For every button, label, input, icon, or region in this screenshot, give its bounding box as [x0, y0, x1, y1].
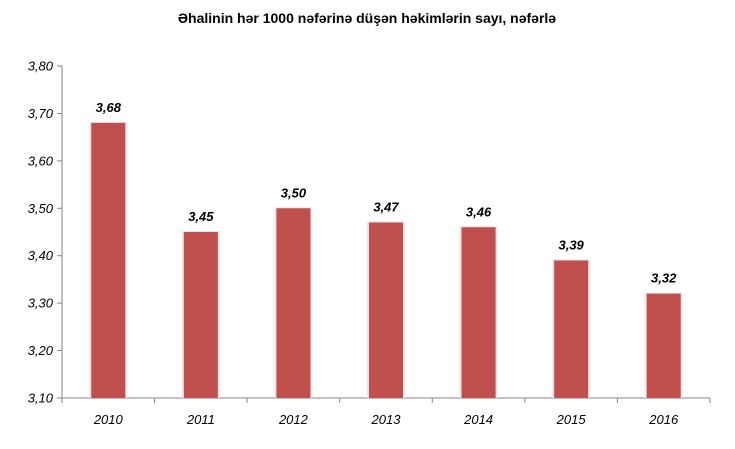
data-label: 3,32: [651, 271, 677, 286]
y-tick-label: 3,80: [28, 59, 54, 74]
data-label: 3,45: [188, 209, 214, 224]
data-label: 3,39: [558, 237, 584, 252]
y-tick-label: 3,40: [28, 248, 54, 263]
bar-2013: [369, 222, 403, 398]
chart-title: Əhalinin hər 1000 nəfərinə düşən həkimlə…: [178, 10, 556, 26]
bar-2012: [276, 208, 311, 398]
y-tick-label: 3,50: [28, 201, 54, 216]
bar-2010: [91, 122, 126, 399]
data-label: 3,68: [96, 100, 122, 115]
bar-2014: [461, 227, 496, 398]
chart-bars: [89, 121, 683, 399]
data-label: 3,46: [466, 204, 492, 219]
y-tick-label: 3,20: [28, 343, 54, 358]
y-tick-label: 3,60: [28, 153, 54, 168]
bar-2011: [183, 232, 218, 398]
x-tick-label: 2014: [463, 412, 493, 427]
chart-axes: 3,10 3,20 3,30 3,40 3,50 3,60 3,70 3,80 2010 2011…: [28, 59, 711, 427]
x-tick-label: 2010: [93, 412, 124, 427]
y-tick-label: 3,30: [28, 296, 54, 311]
bar-2015: [554, 260, 589, 398]
x-tick-label: 2013: [371, 412, 402, 427]
data-label: 3,50: [281, 185, 307, 200]
x-tick-label: 2011: [186, 412, 215, 427]
bar-2016: [646, 293, 681, 398]
x-tick-label: 2015: [556, 412, 587, 427]
chart-data-labels: 3,68 3,45 3,50 3,47 3,46 3,39 3,32: [96, 100, 678, 286]
x-tick-label: 2012: [278, 412, 309, 427]
x-tick-label: 2016: [648, 412, 679, 427]
y-tick-label: 3,70: [28, 106, 54, 121]
y-tick-label: 3,10: [28, 391, 54, 406]
data-label: 3,47: [373, 200, 399, 215]
